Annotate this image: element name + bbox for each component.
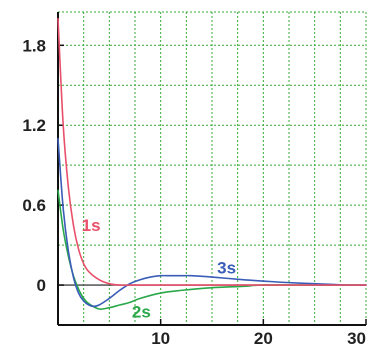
series-line-3s: [57, 137, 367, 308]
series-lines: [57, 17, 367, 310]
y-tick-label: 1.8: [22, 36, 46, 55]
x-tick-label: 30: [347, 329, 366, 344]
x-tick-label: 10: [151, 329, 170, 344]
series-label-2s: 2s: [132, 303, 151, 322]
series-label-1s: 1s: [82, 216, 101, 235]
grid-lines: [58, 11, 367, 326]
y-tick-label: 0: [37, 276, 46, 295]
labels: 0 0.6 1.2 1.8 10 20 30 1s 2s 3s: [22, 36, 366, 344]
y-tick-label: 0.6: [22, 196, 46, 215]
y-tick-label: 1.2: [22, 116, 46, 135]
series-line-1s: [57, 17, 367, 286]
series-label-3s: 3s: [217, 259, 236, 278]
x-tick-label: 20: [254, 329, 273, 344]
